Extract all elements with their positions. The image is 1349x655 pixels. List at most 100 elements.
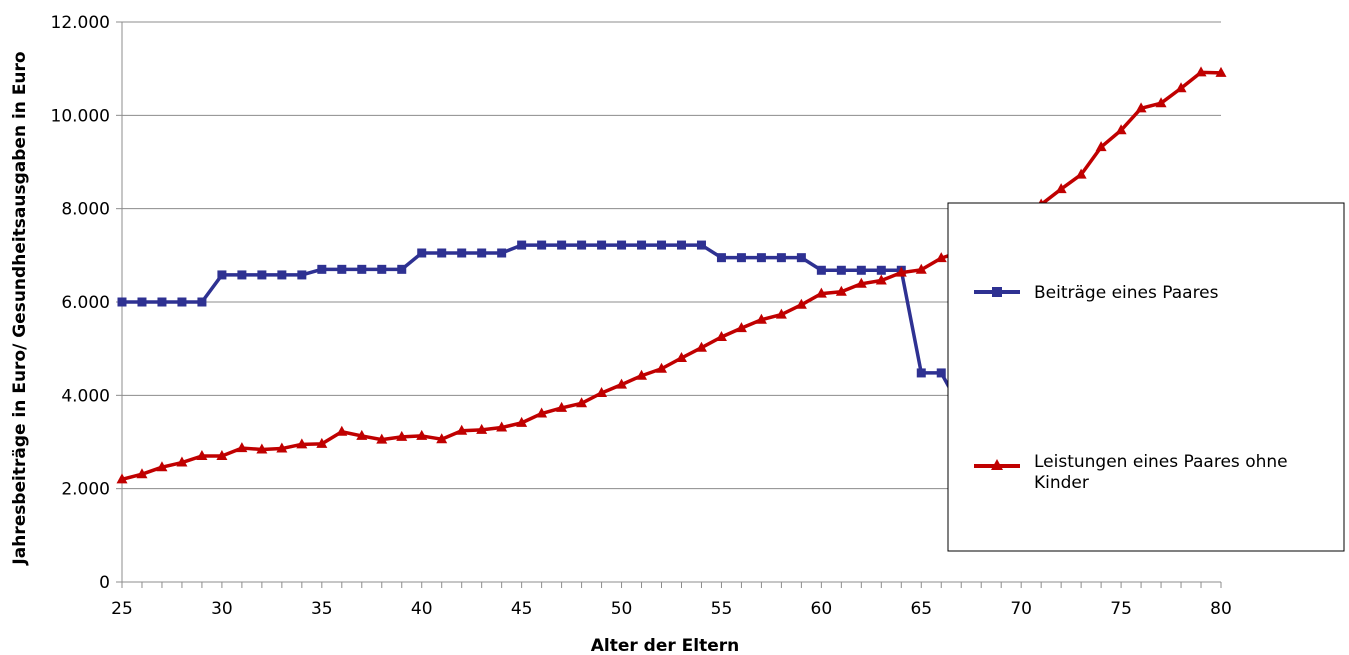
data-point-square bbox=[557, 240, 567, 250]
data-point-square bbox=[696, 240, 706, 250]
x-tick-label: 60 bbox=[811, 599, 833, 619]
y-tick-label: 0 bbox=[99, 573, 110, 593]
data-point-triangle bbox=[1055, 183, 1067, 194]
data-point-triangle bbox=[416, 429, 428, 440]
data-point-square bbox=[657, 240, 667, 250]
data-point-square bbox=[736, 253, 746, 263]
data-point-triangle bbox=[456, 424, 468, 435]
data-point-square bbox=[776, 253, 786, 263]
data-point-square bbox=[317, 264, 327, 274]
data-point-triangle bbox=[556, 401, 568, 412]
data-point-square bbox=[217, 270, 227, 280]
y-tick-label: 12.000 bbox=[51, 13, 110, 33]
y-tick-label: 8.000 bbox=[61, 200, 110, 220]
data-point-square bbox=[257, 270, 267, 280]
y-tick-label: 2.000 bbox=[61, 480, 110, 500]
data-point-triangle bbox=[1135, 102, 1147, 113]
data-point-triangle bbox=[436, 433, 448, 444]
data-point-triangle bbox=[336, 425, 348, 436]
data-point-triangle bbox=[136, 468, 148, 479]
data-point-square bbox=[836, 265, 846, 275]
x-tick-label: 65 bbox=[910, 599, 932, 619]
data-point-triangle bbox=[1115, 124, 1127, 135]
data-point-square bbox=[397, 264, 407, 274]
data-point-triangle bbox=[775, 308, 787, 319]
x-tick-label: 80 bbox=[1210, 599, 1232, 619]
y-tick-label: 6.000 bbox=[61, 293, 110, 313]
data-point-square bbox=[477, 248, 487, 258]
data-point-triangle bbox=[735, 322, 747, 333]
data-point-square bbox=[157, 297, 167, 307]
data-point-square bbox=[637, 240, 647, 250]
legend-label-leistungen-line1: Leistungen eines Paares ohne bbox=[1034, 452, 1288, 472]
data-point-square bbox=[916, 368, 926, 378]
data-point-triangle bbox=[296, 438, 308, 449]
x-tick-label: 40 bbox=[411, 599, 433, 619]
x-tick-label: 25 bbox=[111, 599, 133, 619]
x-tick-label: 55 bbox=[711, 599, 733, 619]
legend-label-beitraege: Beiträge eines Paares bbox=[1034, 283, 1219, 303]
legend-square-marker bbox=[992, 287, 1002, 297]
y-axis-title: Jahresbeiträge in Euro/ Gesundheitsausga… bbox=[10, 51, 30, 565]
data-point-triangle bbox=[156, 461, 168, 472]
data-point-triangle bbox=[576, 397, 588, 408]
y-tick-label: 4.000 bbox=[61, 386, 110, 406]
data-point-triangle bbox=[116, 473, 128, 484]
data-point-triangle bbox=[276, 442, 288, 453]
data-point-triangle bbox=[1075, 168, 1087, 179]
data-point-square bbox=[377, 264, 387, 274]
data-point-triangle bbox=[396, 430, 408, 441]
x-tick-label: 45 bbox=[511, 599, 533, 619]
data-point-square bbox=[676, 240, 686, 250]
data-point-triangle bbox=[536, 407, 548, 418]
data-point-square bbox=[117, 297, 127, 307]
y-tick-label: 10.000 bbox=[51, 106, 110, 126]
data-point-square bbox=[816, 265, 826, 275]
data-point-square bbox=[457, 248, 467, 258]
data-point-triangle bbox=[715, 331, 727, 341]
data-point-square bbox=[517, 240, 527, 250]
data-point-triangle bbox=[496, 421, 508, 432]
data-point-triangle bbox=[316, 437, 328, 448]
data-point-triangle bbox=[695, 341, 707, 352]
data-point-triangle bbox=[616, 378, 628, 389]
data-point-square bbox=[137, 297, 147, 307]
data-point-square bbox=[437, 248, 447, 258]
data-point-triangle bbox=[376, 433, 388, 444]
data-point-triangle bbox=[1155, 97, 1167, 108]
x-tick-label: 70 bbox=[1010, 599, 1032, 619]
data-point-square bbox=[357, 264, 367, 274]
data-point-triangle bbox=[236, 442, 248, 453]
data-point-triangle bbox=[216, 450, 228, 460]
legend-label-leistungen-line2: Kinder bbox=[1034, 473, 1089, 493]
x-tick-label: 50 bbox=[611, 599, 633, 619]
data-point-square bbox=[197, 297, 207, 307]
legend: Beiträge eines Paares Leistungen eines P… bbox=[947, 202, 1345, 552]
data-point-triangle bbox=[875, 274, 887, 285]
data-point-square bbox=[756, 253, 766, 263]
data-point-square bbox=[597, 240, 607, 250]
data-point-triangle bbox=[356, 429, 368, 440]
data-point-triangle bbox=[895, 266, 907, 277]
data-point-square bbox=[417, 248, 427, 258]
data-point-triangle bbox=[815, 287, 827, 298]
data-point-triangle bbox=[935, 252, 947, 263]
data-point-square bbox=[856, 265, 866, 275]
legend-item-beitraege: Beiträge eines Paares bbox=[974, 283, 1219, 303]
data-point-square bbox=[537, 240, 547, 250]
data-point-triangle bbox=[835, 285, 847, 296]
x-tick-label: 30 bbox=[211, 599, 233, 619]
data-point-triangle bbox=[1175, 82, 1187, 93]
y-axis-ticks: 0 2.000 4.000 6.000 8.000 10.000 12.000 bbox=[51, 13, 122, 593]
data-point-square bbox=[237, 270, 247, 280]
data-point-triangle bbox=[755, 313, 767, 324]
data-point-triangle bbox=[476, 423, 488, 434]
legend-triangle-marker bbox=[991, 459, 1003, 470]
data-point-triangle bbox=[915, 263, 927, 274]
data-point-square bbox=[716, 253, 726, 263]
data-point-square bbox=[876, 265, 886, 275]
legend-item-leistungen: Leistungen eines Paares ohne Kinder bbox=[974, 452, 1288, 493]
data-point-square bbox=[617, 240, 627, 250]
data-point-triangle bbox=[196, 450, 208, 460]
